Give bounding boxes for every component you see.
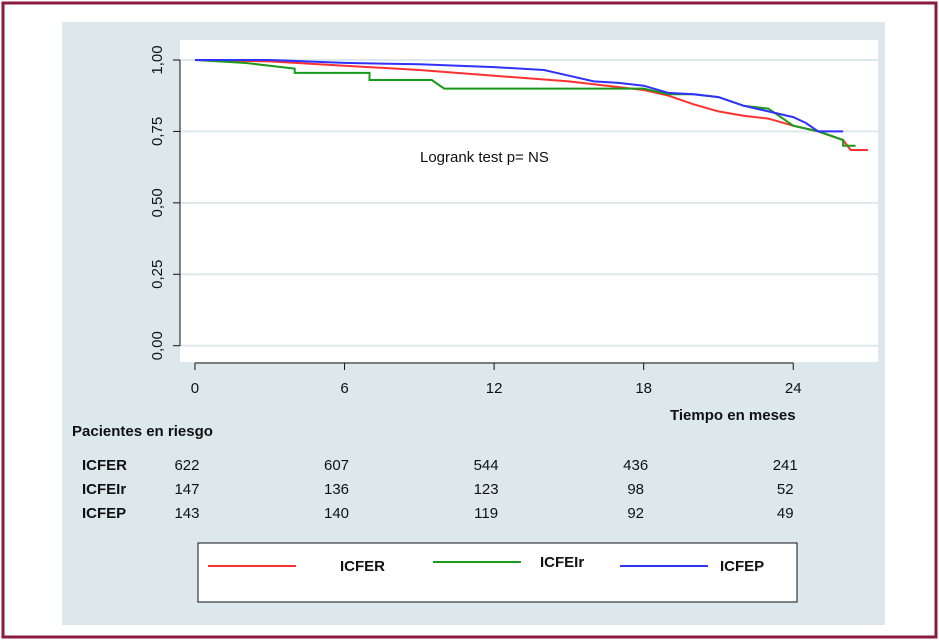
risk-value: 92 [627,505,644,522]
risk-value: 98 [627,481,644,498]
x-tick-label: 6 [340,380,348,397]
risk-value: 140 [324,505,349,522]
risk-value: 49 [777,505,794,522]
x-tick-label: 18 [635,380,652,397]
risk-value: 136 [324,481,349,498]
risk-value: 52 [777,481,794,498]
risk-row-name: ICFER [82,457,127,474]
legend-label: ICFEIr [540,554,584,571]
survival-line [195,59,844,133]
x-tick-label: 0 [191,380,199,397]
risk-value: 147 [174,481,199,498]
x-axis-label: Tiempo en meses [670,407,796,424]
legend-label: ICFER [340,558,385,575]
risk-row-name: ICFEP [82,505,126,522]
legend [197,542,798,603]
risk-value: 143 [174,505,199,522]
risk-value: 119 [474,505,498,522]
y-tick-label: 0,00 [149,331,166,360]
x-tick-label: 24 [785,380,802,397]
risk-value: 544 [474,457,499,474]
y-tick-label: 0,75 [149,117,166,146]
legend-label: ICFEP [720,558,764,575]
risk-value: 123 [474,481,499,498]
risk-value: 241 [773,457,798,474]
survival-line [194,59,856,147]
annotation: Logrank test p= NS [420,149,549,166]
risk-value: 622 [174,457,199,474]
x-tick-label: 12 [486,380,503,397]
y-tick-label: 0,50 [149,188,166,217]
y-tick-label: 1,00 [149,45,166,74]
risk-value: 436 [623,457,648,474]
risk-table-title: Pacientes en riesgo [72,423,213,440]
risk-row-name: ICFEIr [82,481,126,498]
risk-value: 607 [324,457,349,474]
plot-area [180,40,878,362]
y-tick-label: 0,25 [149,260,166,289]
